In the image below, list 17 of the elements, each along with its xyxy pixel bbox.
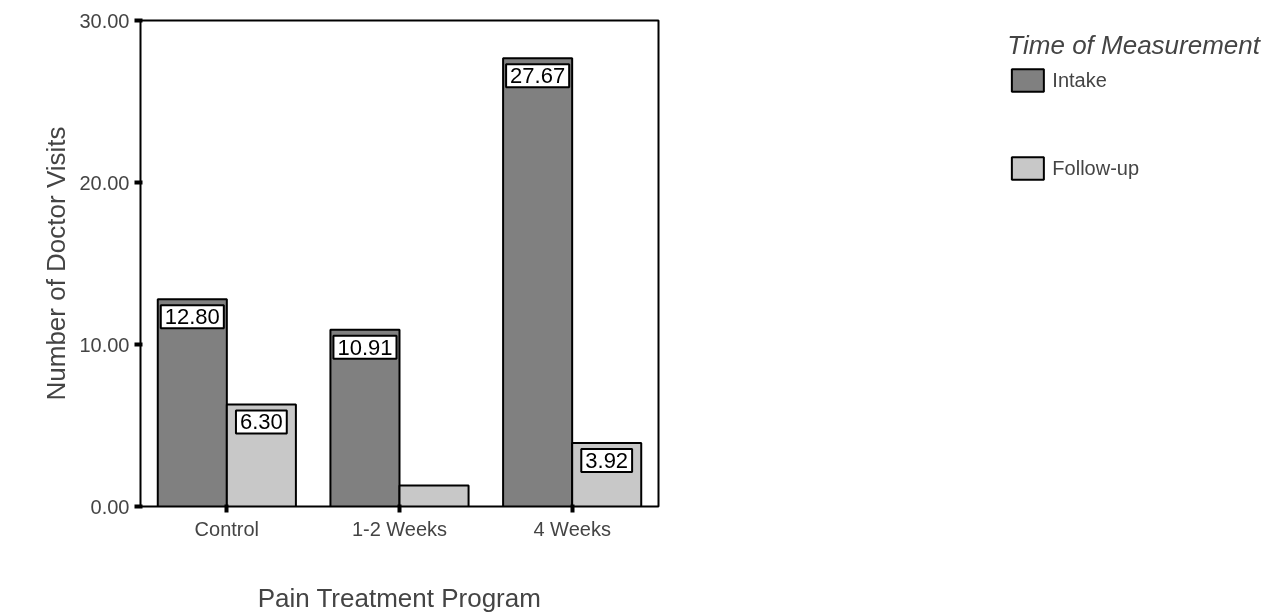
text: 10.00	[79, 333, 130, 356]
data-label: 6.30	[239, 409, 283, 435]
text: 0.00	[90, 495, 130, 518]
legend-title: Time of Measurement	[1007, 30, 1260, 61]
data-label: 3.92	[585, 448, 629, 473]
data-label: 27.67	[510, 63, 566, 89]
x-tick-label: 1-2 Weeks	[351, 517, 448, 540]
y-axis-title: Number of Doctor Visits	[41, 126, 72, 401]
data-label: 12.80	[164, 304, 220, 330]
legend-label: Follow-up	[1052, 156, 1140, 180]
text: 20.00	[79, 171, 130, 194]
legend-label: Intake	[1052, 68, 1107, 92]
data-label: 10.91	[337, 334, 393, 360]
x-tick-label: Control	[194, 517, 260, 540]
x-axis-title: Pain Treatment Program	[257, 582, 541, 613]
x-tick-label: 4 Weeks	[533, 517, 611, 540]
text: 30.00	[79, 9, 130, 32]
